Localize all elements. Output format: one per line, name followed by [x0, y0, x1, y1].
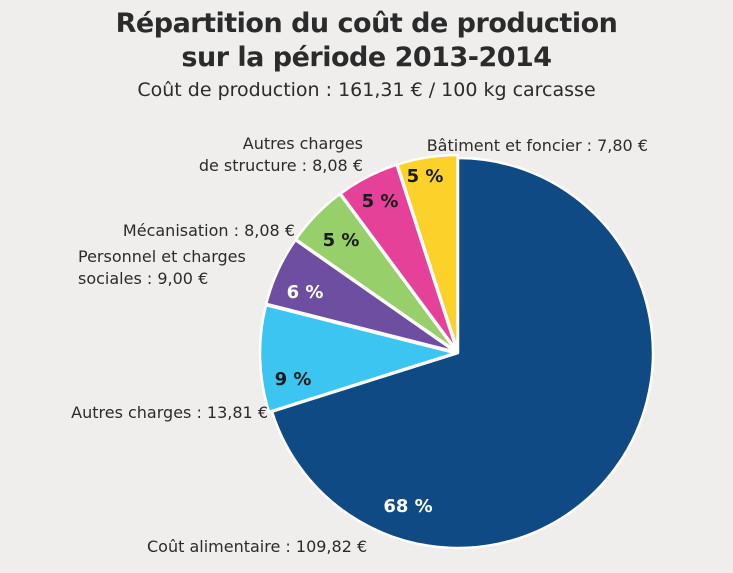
- pie-slice-percent-2: 6 %: [287, 282, 324, 303]
- pie-slice-5: [396, 153, 459, 352]
- pie-slice-percent-4: 5 %: [362, 191, 399, 212]
- pie-slice-label-0: Coût alimentaire : 109,82 €: [147, 537, 367, 556]
- pie-slice-percent-5: 5 %: [407, 166, 444, 187]
- pie-slice-label-1: Autres charges : 13,81 €: [71, 403, 268, 422]
- pie-slice-label-line: sociales : 9,00 €: [78, 269, 208, 288]
- pie-slice-label-3: Mécanisation : 8,08 €: [123, 221, 295, 240]
- pie-slice-label-line: Autres charges : 13,81 €: [71, 403, 268, 422]
- pie-slice-percent-3: 5 %: [323, 230, 360, 251]
- pie-slice-label-line: de structure : 8,08 €: [199, 156, 363, 175]
- pie-slice-label-line: Personnel et charges: [78, 247, 246, 266]
- pie-slice-percent-0: 68 %: [383, 496, 432, 517]
- chart-title-line-1: Répartition du coût de production: [115, 8, 618, 39]
- pie-slice-label-line: Bâtiment et foncier : 7,80 €: [427, 136, 648, 155]
- pie-slice-label-line: Coût alimentaire : 109,82 €: [147, 537, 367, 556]
- pie-slice-label-4: Autres charges de structure : 8,08 €: [199, 134, 363, 175]
- pie-slice-0: [270, 156, 655, 550]
- chart-title-line-2: sur la période 2013-2014: [181, 42, 552, 73]
- pie-slice-1: [258, 303, 457, 414]
- pie-slice-label-2: Personnel et charges sociales : 9,00 €: [78, 247, 246, 288]
- pie-slice-label-line: Autres charges: [243, 134, 363, 153]
- pie-slice-label-5: Bâtiment et foncier : 7,80 €: [427, 136, 648, 155]
- pie-slice-label-line: Mécanisation : 8,08 €: [123, 221, 295, 240]
- chart-subtitle: Coût de production : 161,31 € / 100 kg c…: [137, 79, 596, 101]
- pie-slice-percent-1: 9 %: [275, 369, 312, 390]
